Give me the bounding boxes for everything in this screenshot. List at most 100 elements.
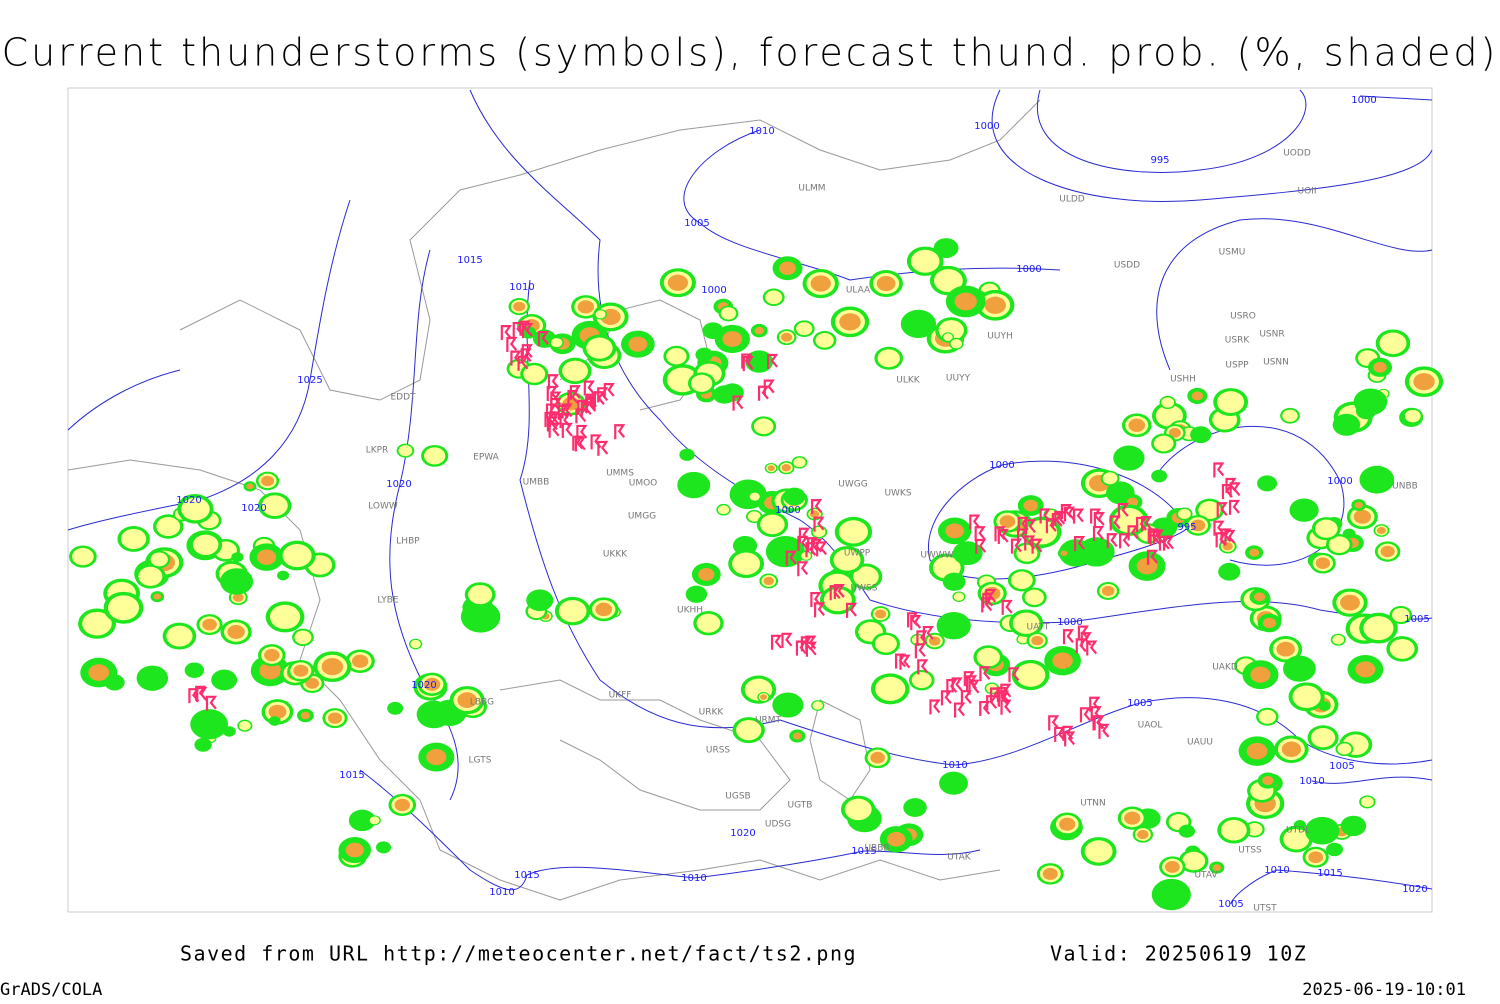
shade-cell <box>732 552 761 575</box>
shade-cell <box>586 337 613 359</box>
shade-cell <box>269 604 301 629</box>
shade-cell <box>1249 548 1260 557</box>
shade-cell <box>190 709 228 740</box>
thunderstorm-symbol <box>1072 508 1085 524</box>
shade-cell <box>749 492 760 501</box>
shade-cell <box>1128 418 1146 432</box>
shade-cell <box>767 465 775 472</box>
thunderstorm-symbol <box>969 514 981 530</box>
shade-cell <box>887 831 906 847</box>
station-label: EPWA <box>473 453 500 463</box>
thunderstorm-symbol <box>807 537 819 553</box>
shade-cell <box>984 296 1006 314</box>
shade-cell <box>104 674 125 691</box>
shade-cell <box>1161 397 1175 408</box>
thunderstorm-symbol <box>975 538 987 555</box>
station-label: LHBP <box>396 537 420 547</box>
shade-cell <box>679 448 695 461</box>
shade-cell <box>1023 499 1038 512</box>
station-label: UATT <box>1027 623 1050 633</box>
station-label: UKHH <box>677 606 703 616</box>
shade-cell <box>1113 445 1145 471</box>
station-label: UBBB <box>864 844 889 854</box>
shade-cell <box>903 798 927 817</box>
thunderstorm-symbol <box>585 398 597 414</box>
station-label: UTAV <box>1194 871 1218 881</box>
thunderstorm-symbol <box>994 526 1006 542</box>
shade-cell <box>696 613 721 633</box>
shade-cell <box>562 360 588 382</box>
station-label: ULMM <box>798 184 825 194</box>
thunderstorm-symbol <box>546 385 558 402</box>
shade-cell <box>277 570 290 581</box>
shade-cell <box>526 589 554 612</box>
isobar-label: 995 <box>1150 155 1169 166</box>
shade-cell <box>1353 509 1372 524</box>
thunderstorm-symbol <box>1024 535 1036 551</box>
thunderstorm-symbol <box>590 434 602 450</box>
shade-cell <box>954 292 977 311</box>
thunderstorm-symbol <box>1060 503 1073 520</box>
shade-cell <box>1257 475 1278 492</box>
thunderstorm-symbol <box>951 677 963 693</box>
isobar-label: 1020 <box>176 495 201 506</box>
shade-cell <box>1015 663 1046 687</box>
thunderstorm-symbol <box>1039 508 1051 524</box>
thunderstorm-symbol <box>1010 538 1023 554</box>
thunderstorm-symbol <box>968 679 980 695</box>
shade-cell <box>720 307 737 320</box>
isobar-label: 1015 <box>514 870 539 881</box>
thunderstorm-symbol <box>1215 532 1227 548</box>
shade-cell <box>1328 536 1350 553</box>
thunderstorm-symbol <box>1001 599 1013 615</box>
thunderstorm-symbol <box>1152 529 1164 545</box>
shade-cell <box>194 737 212 752</box>
source-url: Saved from URL http://meteocenter.net/fa… <box>180 942 857 966</box>
shade-cell <box>293 664 309 677</box>
thunderstorm-symbol <box>603 382 615 399</box>
shade-cell <box>796 322 813 336</box>
station-label: UWGG <box>838 480 867 490</box>
shade-cell <box>184 662 205 679</box>
thunderstorm-symbol <box>1079 707 1092 723</box>
shade-cell <box>911 672 932 689</box>
shade-cell <box>166 625 193 647</box>
station-label: UTSS <box>1238 846 1262 856</box>
thunderstorm-symbol <box>810 591 822 608</box>
station-label: UGTB <box>788 801 813 811</box>
station-label: UKKK <box>603 550 628 560</box>
shade-cell <box>698 567 715 581</box>
shade-cell <box>1124 811 1141 825</box>
shade-cell <box>1262 617 1276 629</box>
shade-cell <box>595 602 613 617</box>
thunderstorm-symbol <box>816 541 828 557</box>
shade-cell <box>1337 743 1352 755</box>
thunderstorm-symbol <box>205 695 218 711</box>
isobar-label: 1005 <box>1218 899 1243 910</box>
shade-cell <box>1137 829 1149 840</box>
shade-cell <box>763 576 774 586</box>
thunderstorm-symbol <box>1162 535 1175 551</box>
shade-cell <box>953 592 965 601</box>
thunderstorm-symbol <box>550 391 562 407</box>
shade-cell <box>943 333 953 341</box>
station-label: UUYH <box>987 332 1012 342</box>
shade-cell <box>231 552 244 563</box>
shade-cell <box>939 771 968 795</box>
shade-cell <box>192 534 219 556</box>
station-label: USNR <box>1259 330 1284 340</box>
shade-cell <box>1178 824 1196 838</box>
station-label: UTST <box>1253 904 1277 914</box>
isobar-label: 1000 <box>974 121 999 132</box>
station-label: UDSG <box>765 820 791 830</box>
shade-cell <box>783 487 806 506</box>
thunderstorm-symbol <box>512 321 524 338</box>
shade-cell <box>1282 409 1298 422</box>
station-label: UWSS <box>851 584 878 594</box>
shade-cell <box>1283 655 1316 682</box>
shade-cell <box>1216 391 1245 413</box>
thunderstorm-symbol <box>1073 536 1086 552</box>
shade-cell <box>1332 635 1345 645</box>
shade-cell <box>150 552 168 567</box>
